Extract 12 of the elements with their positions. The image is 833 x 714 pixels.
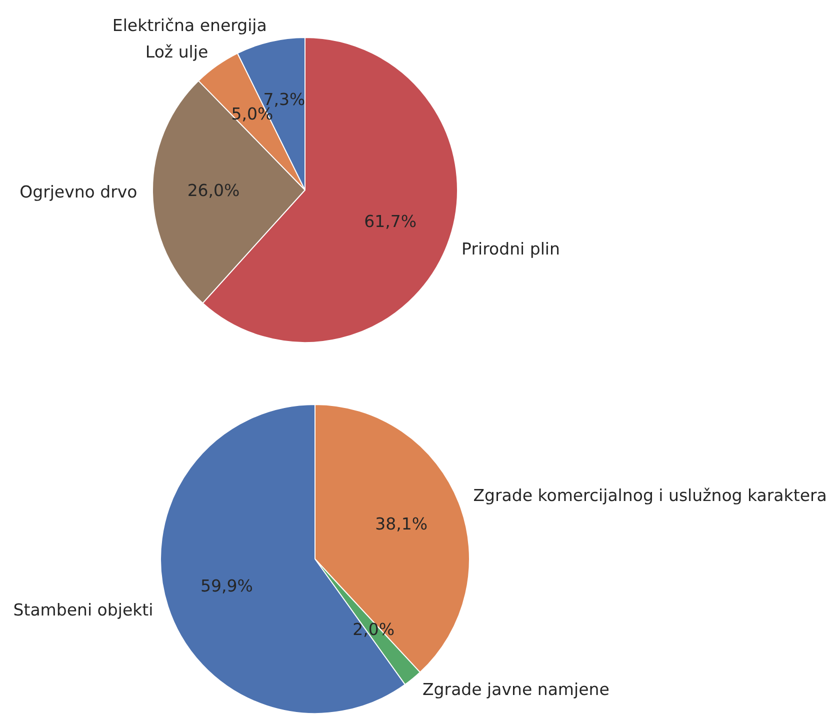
data-label: 38,1%	[375, 514, 428, 534]
slice-label: Zgrade javne namjene	[422, 680, 610, 699]
slice-label: Prirodni plin	[462, 240, 560, 259]
data-label: 59,9%	[200, 576, 253, 596]
data-label: 26,0%	[187, 181, 240, 200]
data-label: 2,0%	[352, 620, 395, 640]
slice-label: Zgrade komercijalnog i uslužnog karaktera	[473, 486, 827, 506]
slice-label: Ogrjevno drvo	[20, 182, 138, 202]
data-label: 61,7%	[364, 212, 417, 232]
slice-label: Električna energija	[112, 16, 267, 35]
slice-label: Lož ulje	[145, 42, 208, 62]
slice-label: Stambeni objekti	[13, 600, 154, 620]
